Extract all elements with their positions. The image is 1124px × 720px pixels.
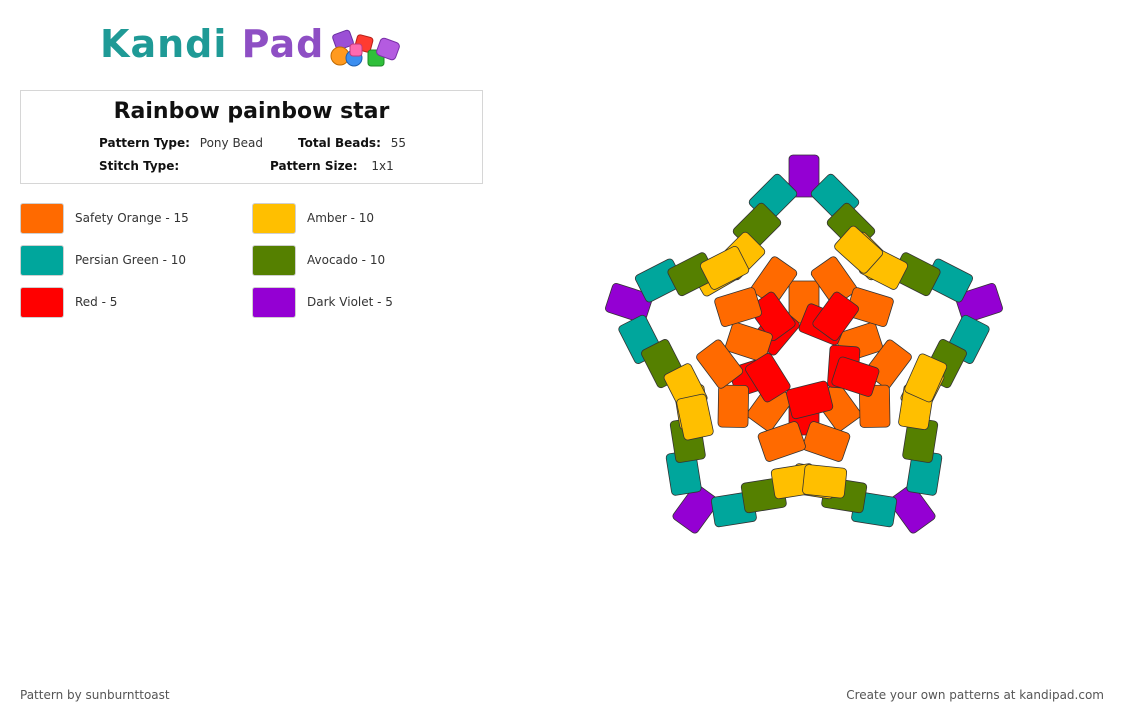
stitch-type-row: Stitch Type:: [99, 159, 185, 173]
pattern-bead: [714, 287, 762, 327]
pattern-bead: [717, 384, 749, 428]
pattern-bead: [749, 291, 796, 341]
pattern-bead: [700, 245, 750, 290]
pattern-bead: [888, 484, 936, 534]
legend-label: Red - 5: [75, 295, 118, 309]
legend-label: Amber - 10: [307, 211, 375, 225]
pattern-type-value: Pony Bead: [199, 136, 264, 150]
pattern-bead: [812, 291, 859, 341]
pattern-bead: [904, 353, 948, 403]
pattern-bead: [788, 154, 820, 198]
pattern-bead: [834, 225, 883, 274]
pattern-bead: [955, 282, 1003, 324]
pattern-bead: [724, 321, 773, 363]
pattern-type-row: Pattern Type: Pony Bead: [99, 136, 263, 150]
pattern-bead: [802, 421, 851, 462]
logo-text-kandi: Kandi: [100, 22, 228, 66]
pattern-bead: [696, 339, 744, 389]
pattern-bead: [672, 484, 720, 534]
pattern-size-row: Pattern Size: 1x1: [270, 159, 394, 173]
total-beads-row: Total Beads: 55: [298, 136, 406, 150]
logo-text-pad: Pad: [241, 22, 325, 66]
total-beads-value: 55: [390, 136, 406, 150]
color-swatch: [20, 245, 64, 276]
pattern-info-card: Rainbow painbow star Pattern Type: Pony …: [20, 90, 483, 184]
stitch-type-label: Stitch Type:: [99, 159, 180, 173]
color-swatch: [252, 245, 296, 276]
legend-label: Dark Violet - 5: [307, 295, 393, 309]
pattern-bead: [745, 353, 791, 403]
legend-label: Avocado - 10: [307, 253, 386, 267]
pattern-type-label: Pattern Type:: [99, 136, 190, 150]
pattern-size-value: 1x1: [371, 159, 394, 173]
pattern-title: Rainbow painbow star: [113, 99, 390, 124]
kandipad-logo[interactable]: Kandi Pad: [100, 22, 410, 76]
legend-label: Safety Orange - 15: [75, 211, 189, 225]
pattern-credit: Pattern by sunburnttoast: [20, 688, 170, 702]
pattern-size-label: Pattern Size:: [270, 159, 358, 173]
color-swatch: [20, 203, 64, 234]
pattern-bead: [676, 393, 714, 441]
pattern-bead: [757, 421, 806, 462]
kandipad-link[interactable]: Create your own patterns at kandipad.com: [846, 688, 1104, 702]
bead-pile-icon: [330, 29, 400, 67]
pattern-bead: [831, 356, 880, 397]
logo-wordmark: Kandi Pad: [100, 22, 324, 66]
color-swatch: [252, 287, 296, 318]
color-swatch: [20, 287, 64, 318]
pattern-bead: [802, 464, 848, 499]
pattern-bead: [605, 282, 653, 324]
total-beads-label: Total Beads:: [298, 136, 381, 150]
legend-label: Persian Green - 10: [75, 253, 187, 267]
color-swatch: [252, 203, 296, 234]
pattern-bead: [786, 380, 834, 420]
